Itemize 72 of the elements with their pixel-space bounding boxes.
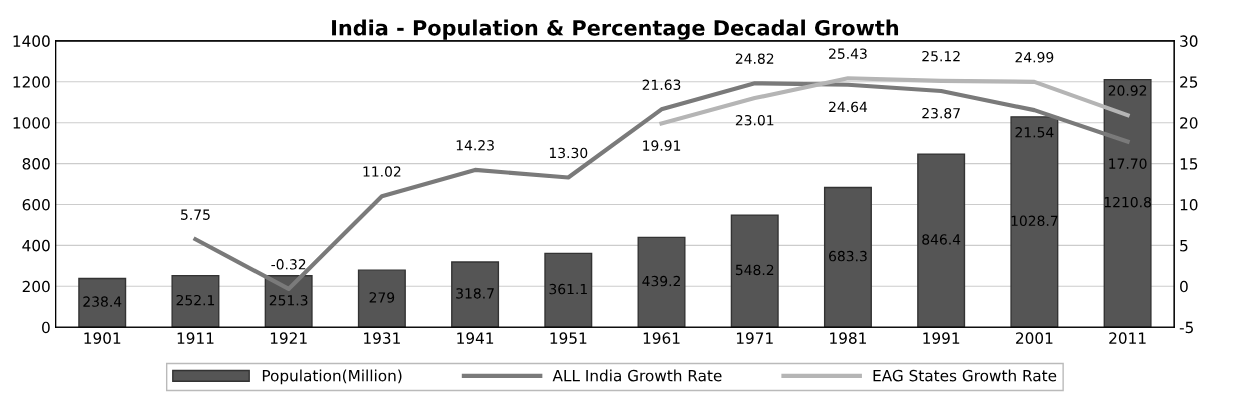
bar [357,269,406,328]
data-label: 17.70 [1109,158,1147,169]
y-tick-label: 0 [42,321,50,334]
data-label: 279 [369,292,395,303]
bar [917,153,966,328]
y-tick-label: 1400 [13,35,50,47]
y2-tick-label: 30 [1180,35,1198,47]
bar [730,214,779,328]
data-label: 251.3 [269,295,308,306]
y-tick-label: 1200 [13,76,50,88]
y-tick-label: 200 [22,280,50,293]
x-tick-label: 1911 [177,332,214,344]
y2-tick-label: 15 [1180,158,1198,170]
y-tick-label: 400 [22,239,50,252]
legend-label: EAG States Growth Rate [873,369,1057,382]
y2-tick-label: 20 [1180,117,1198,129]
data-label: 252.1 [176,294,215,306]
data-label: 25.12 [922,50,960,62]
data-label: 25.43 [829,48,867,59]
bar [637,236,686,328]
x-tick-label: 1951 [550,332,587,344]
x-tick-label: 2011 [1109,332,1146,344]
x-tick-label: 1931 [364,332,400,344]
x-tick-label: 1961 [643,332,680,344]
data-label: 23.87 [922,107,960,119]
legend-label: ALL India Growth Rate [552,369,722,382]
y-tick-label: 600 [22,198,50,211]
data-label: 24.64 [829,101,868,113]
data-label: 21.63 [642,79,681,91]
data-label: 548.2 [735,264,774,276]
data-label: 1210.8 [1104,196,1151,208]
bar [451,261,500,328]
y2-tick-label: 25 [1180,76,1198,88]
data-label: 20.92 [1108,85,1147,96]
data-label: -0.32 [271,259,306,270]
data-label: 683.3 [829,250,867,262]
data-label: 24.99 [1015,52,1054,63]
data-label: 14.23 [456,140,494,151]
data-label: 23.01 [735,114,774,126]
data-label: 1028.7 [1011,215,1058,227]
data-label: 439.2 [642,275,681,287]
data-label: 361.1 [549,283,587,295]
x-tick-label: 2001 [1016,332,1053,344]
data-label: 13.30 [549,147,588,159]
bar [171,274,220,328]
x-tick-label: 1941 [457,332,494,344]
bar [78,277,127,328]
bar [1010,116,1059,328]
x-tick-label: 1981 [830,332,866,344]
data-label: 24.82 [735,53,774,64]
y2-tick-label: 10 [1180,198,1198,211]
data-label: 318.7 [456,288,494,299]
x-tick-label: 1991 [923,332,960,344]
legend-label: Population(Million) [262,369,402,385]
bar [1103,78,1152,328]
data-label: 19.91 [643,140,681,151]
data-label: 5.75 [181,209,210,220]
y-tick-label: 1000 [13,117,50,129]
x-tick-label: 1901 [84,332,121,344]
data-label: 846.4 [922,234,961,245]
chart-title: India - Population & Percentage Decadal Growth [332,19,899,40]
y-tick-label: 800 [22,158,50,170]
x-tick-label: 1921 [270,332,307,344]
y2-tick-label: 5 [1180,240,1188,252]
data-label: 21.54 [1015,127,1054,138]
bar [544,252,593,328]
y2-tick-label: 0 [1180,280,1188,293]
y2-tick-label: -5 [1179,321,1193,334]
data-label: 11.02 [363,166,401,177]
data-label: 238.4 [83,296,122,307]
bar [823,186,872,328]
x-tick-label: 1971 [736,332,773,344]
